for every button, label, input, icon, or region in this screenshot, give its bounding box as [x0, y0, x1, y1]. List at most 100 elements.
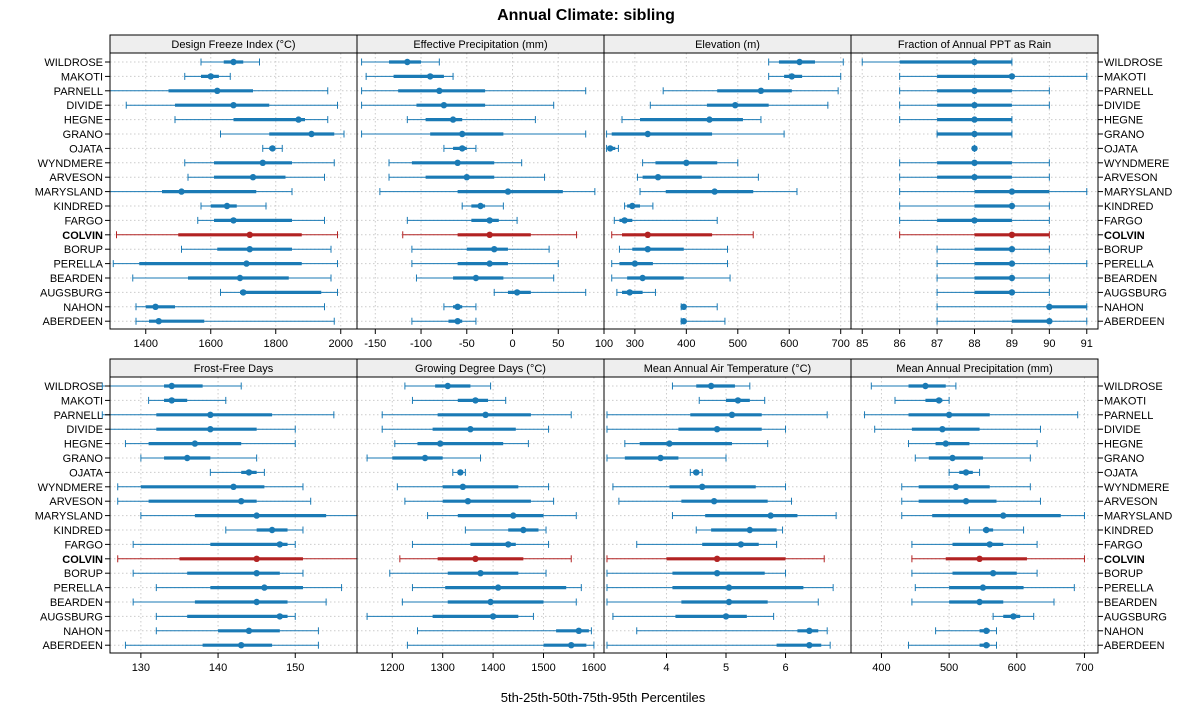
median-dot — [713, 570, 721, 577]
mark-augsburg — [155, 612, 296, 620]
mark-augsburg — [936, 288, 1050, 296]
row-label-left: GRANO — [63, 129, 104, 141]
mark-grano — [220, 130, 345, 138]
mark-perella — [936, 260, 1088, 268]
median-dot — [253, 570, 260, 577]
median-dot — [680, 303, 687, 310]
median-dot — [971, 174, 978, 181]
median-dot — [454, 303, 461, 310]
panel-title: Mean Annual Precipitation (mm) — [896, 363, 1053, 375]
row-label-right: COLVIN — [1104, 230, 1145, 242]
median-dot — [236, 274, 244, 282]
row-label-left: KINDRED — [53, 525, 103, 537]
median-dot — [454, 318, 461, 325]
median-dot — [230, 483, 237, 490]
mark-borup — [936, 245, 1050, 253]
median-dot — [491, 246, 498, 253]
median-dot — [436, 87, 443, 95]
mark-divide — [381, 425, 550, 433]
mark-nahon — [680, 303, 718, 311]
mark-marysland — [639, 188, 798, 196]
x-tick-label: 100 — [595, 338, 613, 350]
median-dot — [983, 526, 990, 534]
mark-aberdeen — [124, 641, 319, 649]
median-dot — [482, 411, 489, 418]
mark-makoti — [411, 396, 507, 404]
mark-colvin — [611, 231, 754, 239]
mark-fargo — [613, 216, 718, 224]
row-label-left: KINDRED — [53, 201, 103, 213]
x-axis-title: 5th-25th-50th-75th-95th Percentiles — [501, 690, 706, 705]
median-dot — [155, 318, 162, 325]
row-label-right: GRANO — [1104, 129, 1145, 141]
mark-fargo — [636, 540, 778, 548]
mark-kindred — [695, 526, 784, 534]
median-dot — [971, 145, 978, 152]
median-dot — [971, 58, 978, 66]
median-dot — [806, 642, 813, 649]
mark-wildrose — [361, 58, 440, 66]
mark-perella — [155, 584, 343, 592]
x-tick-label: 87 — [931, 338, 943, 350]
x-tick-label: 600 — [780, 338, 798, 350]
mark-fargo — [406, 216, 518, 224]
median-dot — [183, 454, 191, 462]
mark-grano — [366, 454, 481, 462]
mark-perella — [914, 584, 1075, 592]
mark-grano — [361, 130, 587, 138]
x-tick-label: 500 — [729, 338, 747, 350]
median-dot — [472, 397, 479, 404]
mark-wildrose — [671, 382, 751, 390]
mark-perella — [411, 584, 582, 592]
median-dot — [261, 584, 268, 591]
mark-marysland — [109, 188, 293, 196]
row-label-left: GRANO — [63, 453, 104, 465]
median-dot — [707, 382, 715, 390]
row-label-left: WYNDMERE — [38, 158, 103, 170]
x-tick-label: 400 — [677, 338, 695, 350]
chart-title: Annual Climate: sibling — [497, 7, 675, 24]
mark-nahon — [416, 627, 592, 635]
row-label-right: FARGO — [1104, 539, 1143, 551]
x-tick-label: 150 — [286, 662, 304, 674]
median-dot — [240, 289, 247, 296]
mark-marysland — [899, 188, 1088, 196]
row-label-left: WILDROSE — [44, 381, 103, 393]
mark-perella — [606, 584, 834, 592]
median-dot — [238, 498, 245, 505]
mark-parnell — [381, 411, 572, 419]
median-dot — [487, 598, 494, 606]
median-dot — [728, 411, 736, 418]
mark-arveson — [404, 497, 555, 505]
median-dot — [767, 512, 774, 519]
mark-ojata — [443, 144, 477, 152]
mark-divide — [606, 425, 787, 433]
mark-ojata — [209, 468, 265, 476]
mark-wyndmere — [642, 159, 739, 167]
mark-colvin — [402, 231, 578, 239]
x-tick-label: 140 — [209, 662, 227, 674]
median-dot — [976, 555, 983, 562]
median-dot — [457, 469, 464, 476]
mark-makoti — [365, 72, 454, 80]
mark-kindred — [225, 526, 304, 534]
mark-divide — [874, 425, 1041, 433]
x-tick-label: -150 — [364, 338, 386, 350]
x-tick-label: 130 — [132, 662, 150, 674]
row-label-left: BORUP — [64, 244, 103, 256]
median-dot — [1008, 289, 1016, 296]
row-label-left: OJATA — [69, 467, 103, 479]
x-tick-label: 88 — [968, 338, 980, 350]
mark-kindred — [624, 202, 654, 210]
median-dot — [806, 627, 813, 634]
row-label-right: MAKOTI — [1104, 71, 1146, 83]
mark-hegne — [394, 440, 529, 448]
mark-marysland — [671, 512, 837, 520]
mark-hegne — [899, 116, 1013, 124]
median-dot — [268, 526, 276, 534]
row-label-left: ABERDEEN — [42, 640, 103, 652]
x-tick-label: 91 — [1081, 338, 1093, 350]
row-label-right: BEARDEN — [1104, 597, 1157, 609]
mark-bearden — [132, 274, 332, 282]
x-tick-label: 1400 — [481, 662, 505, 674]
